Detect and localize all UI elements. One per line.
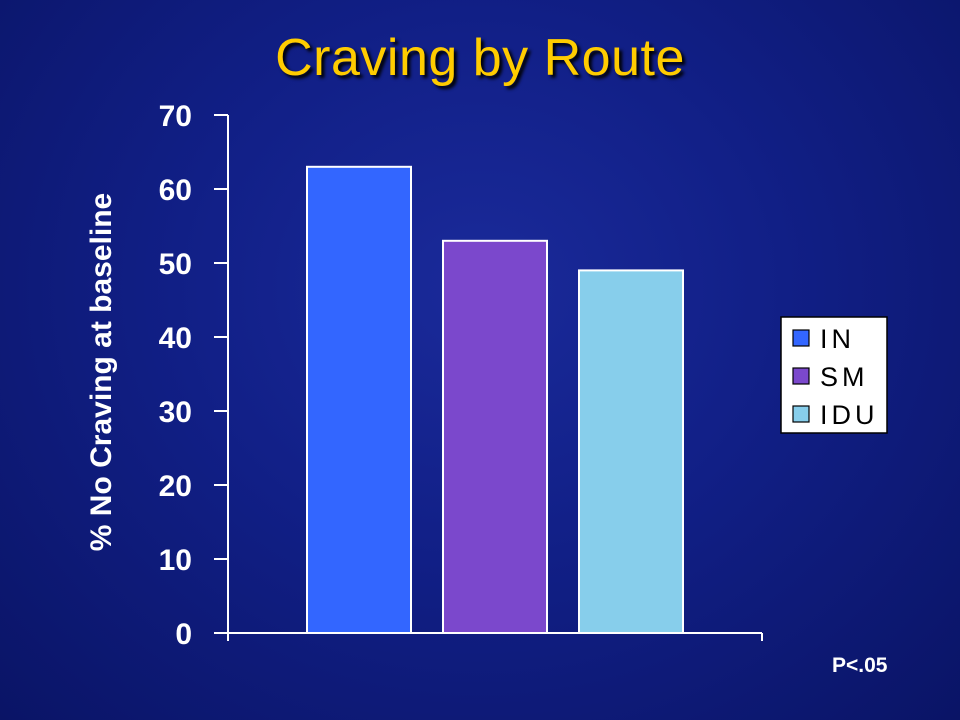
bar-idu [578, 269, 684, 634]
y-tick-label: 50 [159, 248, 192, 281]
y-tick-label: 20 [159, 470, 192, 503]
bar-in [306, 165, 412, 635]
y-tick-label: 10 [159, 544, 192, 577]
y-axis-label: % No Craving at baseline [85, 193, 118, 551]
significance-note: P<.05 [832, 654, 888, 677]
legend-label-idu: IDU [820, 400, 879, 430]
y-tick-label: 70 [159, 100, 192, 133]
legend-swatch-in [792, 329, 810, 347]
slide-title: Craving by Route [275, 29, 685, 87]
legend-label-in: IN [820, 324, 855, 354]
legend-swatch-idu [792, 405, 810, 423]
legend-label-sm: SM [820, 362, 869, 392]
legend-swatch-sm [792, 367, 810, 385]
y-tick-label: 40 [159, 322, 192, 355]
y-tick-label: 0 [175, 618, 192, 651]
y-tick-label: 60 [159, 174, 192, 207]
y-tick-label: 30 [159, 396, 192, 429]
bar-sm [442, 239, 548, 635]
